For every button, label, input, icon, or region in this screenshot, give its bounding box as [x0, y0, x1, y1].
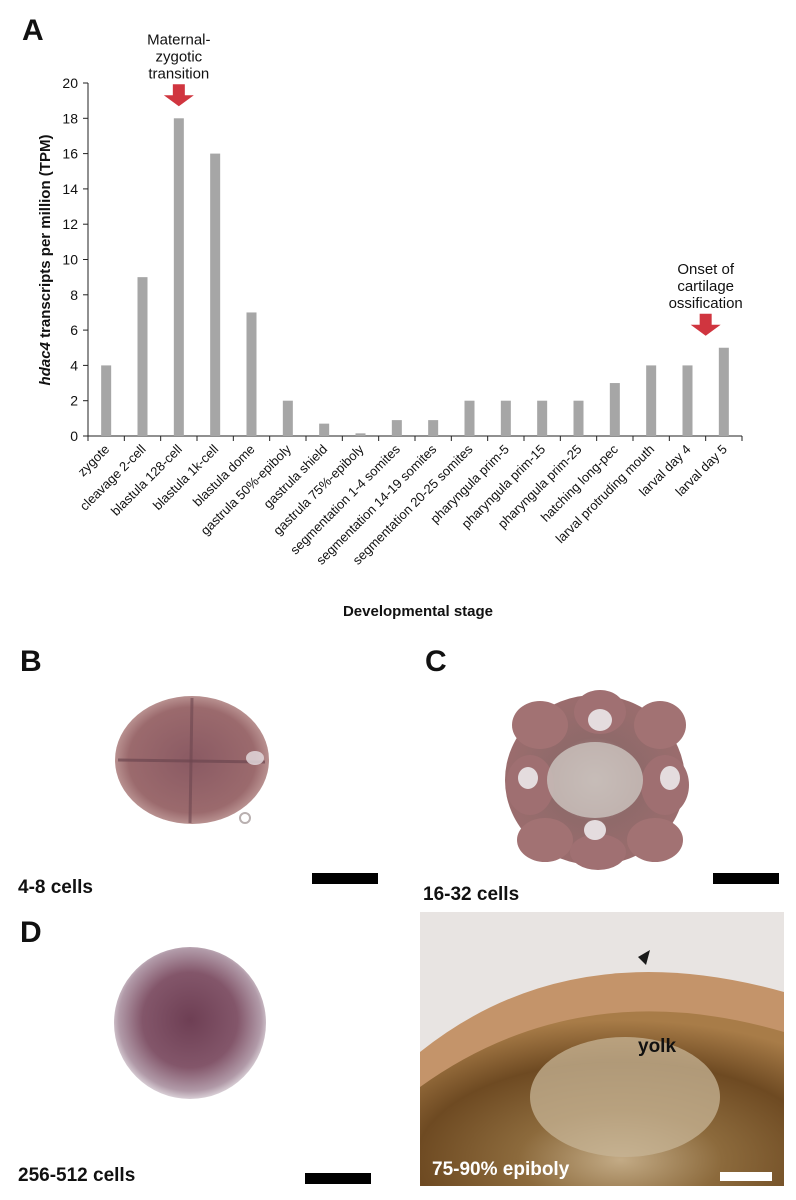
y-tick-label: 2: [70, 393, 78, 409]
scale-bar-e: [720, 1172, 772, 1181]
caption-c: 16-32 cells: [423, 884, 520, 905]
annotation-text: cartilage: [677, 278, 734, 295]
yolk-label: yolk: [638, 1036, 677, 1057]
bar: [428, 420, 439, 436]
micrograph-b: [0, 680, 400, 895]
bar: [537, 400, 548, 436]
y-tick-label: 8: [70, 287, 78, 303]
scale-bar-d: [305, 1173, 371, 1184]
annotation-arrow: [163, 84, 194, 107]
panel-label-a: A: [22, 14, 44, 47]
bar: [573, 400, 584, 436]
bar: [500, 400, 511, 436]
scale-bar-c: [713, 873, 779, 884]
y-tick-label: 6: [70, 322, 78, 338]
bar: [464, 400, 475, 436]
y-tick-label: 12: [62, 216, 78, 232]
bar: [646, 365, 657, 436]
bar: [173, 118, 184, 437]
annotation-text: transition: [148, 65, 209, 82]
y-tick-label: 16: [62, 146, 78, 162]
bar: [101, 365, 112, 436]
y-tick-label: 18: [62, 110, 78, 126]
annotation-text: Onset of: [677, 261, 735, 278]
y-tick-label: 4: [70, 357, 78, 373]
micrograph-d: [0, 940, 400, 1170]
bar: [391, 420, 402, 436]
bar: [210, 153, 221, 436]
x-axis-label: Developmental stage: [343, 603, 493, 620]
y-axis-label-gene: hdac4: [37, 341, 54, 385]
panel-label-c: C: [425, 645, 447, 678]
bar: [682, 365, 693, 436]
bar: [609, 383, 620, 436]
scale-bar-b: [312, 873, 378, 884]
bar: [137, 277, 148, 436]
bar: [319, 423, 330, 436]
bar: [718, 347, 729, 436]
caption-e: 75-90% epiboly: [432, 1159, 570, 1180]
panel-label-d: D: [20, 916, 42, 949]
bar: [246, 312, 257, 436]
y-tick-label: 20: [62, 75, 78, 91]
y-tick-label: 10: [62, 252, 78, 268]
y-axis-label: hdac4 transcripts per million (TPM): [37, 135, 54, 386]
annotation-arrow: [690, 313, 721, 336]
annotation-text: Maternal-: [147, 31, 210, 48]
bar: [282, 400, 293, 436]
y-tick-label: 0: [70, 428, 78, 444]
micrograph-c: [420, 680, 796, 895]
caption-b: 4-8 cells: [18, 877, 93, 898]
micrograph-e: yolk 75-90% epiboly: [420, 912, 784, 1186]
bar: [355, 433, 366, 436]
panel-label-b: B: [20, 645, 42, 678]
annotation-text: zygotic: [155, 48, 202, 65]
y-tick-label: 14: [62, 181, 78, 197]
caption-d: 256-512 cells: [18, 1165, 136, 1186]
y-axis-label-units: transcripts per million (TPM): [37, 135, 54, 343]
annotation-text: ossification: [669, 295, 743, 312]
